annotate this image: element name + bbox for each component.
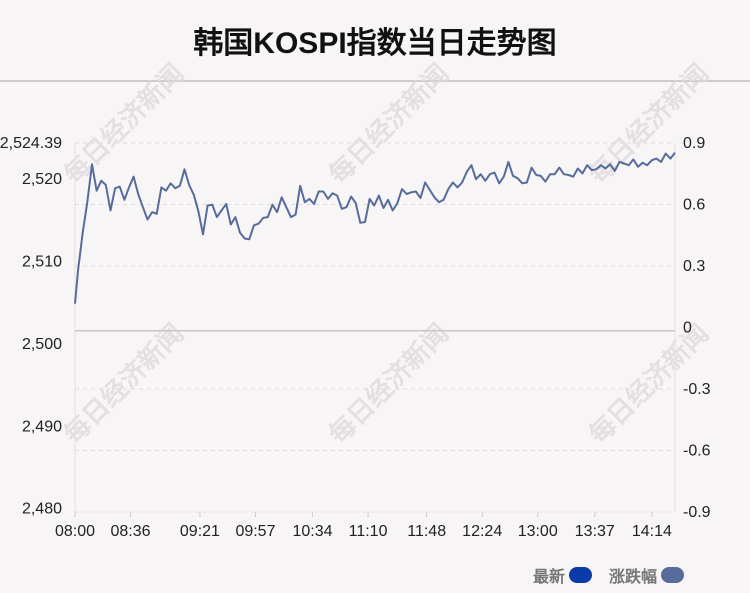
legend-swatch-latest — [569, 567, 593, 583]
y-left-tick-label: 2,490 — [22, 418, 62, 435]
legend-swatch-change — [661, 567, 685, 583]
x-tick-label: 14:14 — [632, 523, 672, 540]
watermark-text: 每日经济新闻 — [58, 318, 190, 450]
y-left-tick-label: 2,524.39 — [0, 135, 62, 152]
y-right-tick-label: -0.6 — [683, 443, 711, 460]
y-left-tick-label: 2,520 — [22, 171, 62, 188]
title-divider — [0, 80, 750, 82]
x-tick-label: 10:34 — [293, 523, 333, 540]
chart-title: 韩国KOSPI指数当日走势图 — [193, 27, 557, 60]
y-right-tick-label: -0.3 — [683, 381, 711, 398]
x-tick-label: 08:36 — [111, 523, 151, 540]
y-right-tick-label: -0.9 — [683, 504, 711, 521]
y-left-tick-label: 2,510 — [22, 254, 62, 271]
y-right-tick-label: 0 — [683, 320, 692, 337]
legend-item-latest: 最新 — [533, 563, 593, 587]
watermark-text: 每日经济新闻 — [323, 318, 455, 450]
y-right-tick-label: 0.6 — [683, 197, 705, 214]
watermark-text: 每日经济新闻 — [583, 58, 715, 190]
series-line-0 — [74, 152, 676, 304]
x-tick-label: 09:21 — [180, 523, 220, 540]
x-tick-label: 11:48 — [407, 523, 446, 540]
x-tick-label: 13:00 — [518, 523, 558, 540]
x-tick-label: 13:37 — [575, 523, 615, 540]
watermark-text: 每日经济新闻 — [323, 58, 455, 190]
legend-item-change: 涨跌幅 — [609, 563, 685, 587]
y-left-tick-label: 2,500 — [22, 336, 62, 353]
y-right-tick-label: 0.9 — [683, 135, 705, 152]
watermark-text: 每日经济新闻 — [58, 58, 190, 190]
x-tick-label: 09:57 — [235, 523, 275, 540]
legend-label-change: 涨跌幅 — [609, 569, 658, 586]
legend-label-latest: 最新 — [533, 569, 566, 586]
x-tick-label: 12:24 — [462, 523, 502, 540]
y-left-tick-label: 2,480 — [22, 501, 62, 518]
y-right-tick-label: 0.3 — [683, 258, 705, 275]
x-tick-label: 11:10 — [349, 523, 388, 540]
x-tick-label: 08:00 — [55, 523, 95, 540]
